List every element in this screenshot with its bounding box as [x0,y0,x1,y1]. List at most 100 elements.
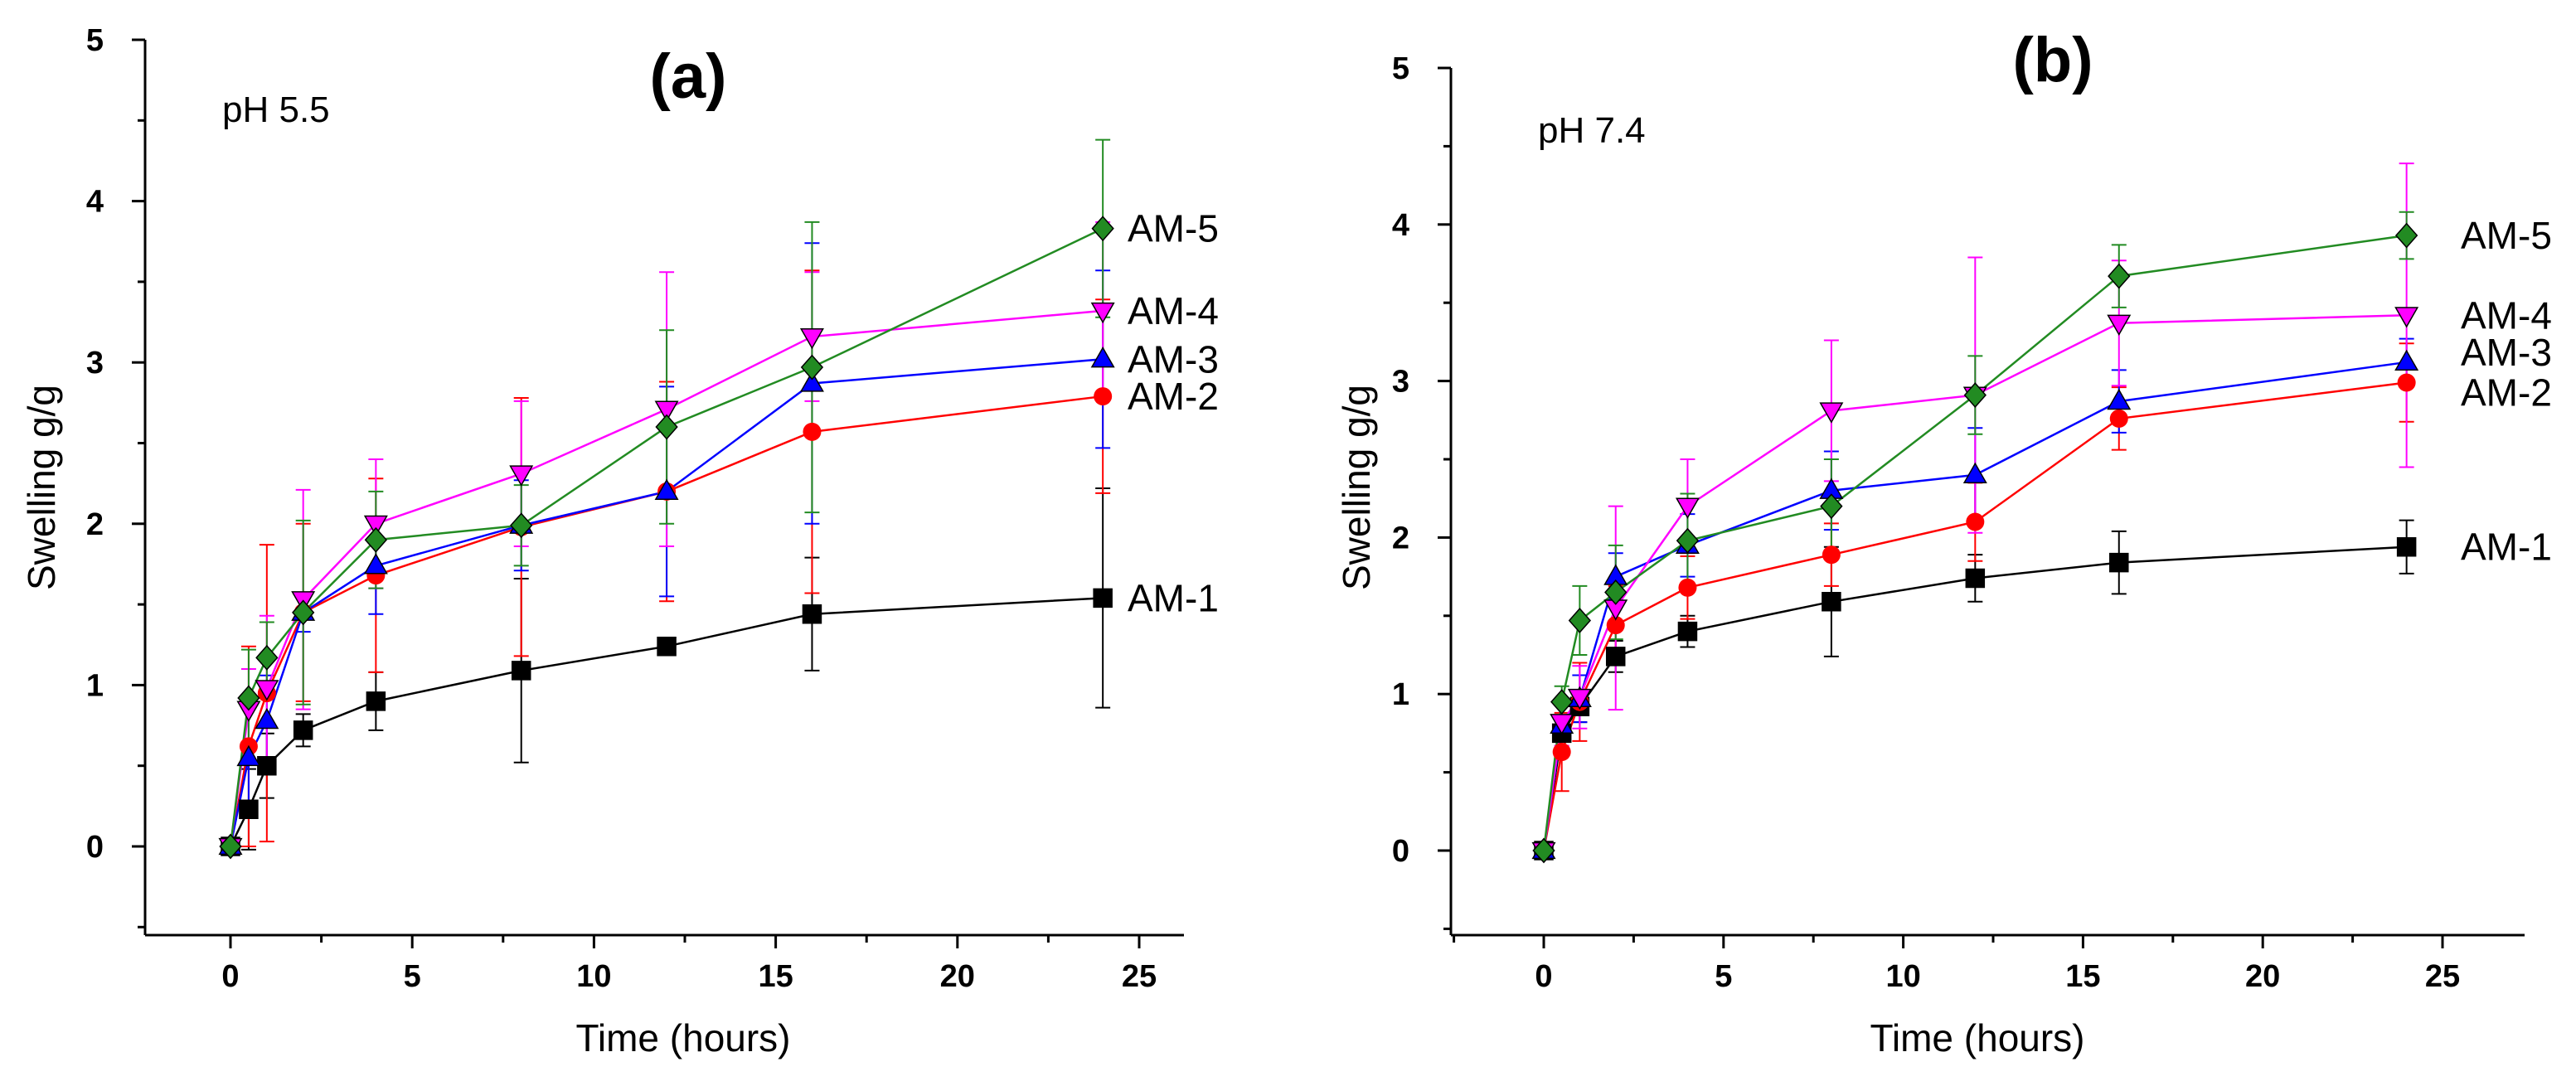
x-tick-label: 10 [576,959,611,994]
series-label: AM-2 [2461,371,2552,414]
y-tick-label: 0 [1392,834,1409,869]
x-tick-label: 10 [1885,959,1920,994]
data-point [257,755,277,776]
data-point [1606,616,1625,635]
data-point [1678,578,1697,597]
data-point [511,661,531,681]
panel-label: (b) [2012,25,2093,95]
data-point [1552,743,1571,762]
data-point [1676,527,1700,554]
data-point [1090,302,1115,324]
data-point [1820,493,1843,520]
panel-label: (a) [650,41,727,112]
data-point [509,465,534,487]
y-tick-label: 3 [1392,365,1409,400]
series-label: AM-2 [1128,375,1219,418]
data-point [1822,545,1841,565]
data-point [654,478,679,500]
data-point [2397,373,2416,392]
chart-panel-a: 0 5 10 15 20 25 0 1 2 3 4 5 AM-1 AM-2AM-3 AM-4 AM-5 (a… [20,23,1219,1059]
series-labels: AM-1 AM-2AM-3 AM-4 AM-5 [1128,207,1219,620]
y-tick-label: 1 [1392,677,1409,712]
x-tick-label: 0 [221,959,239,994]
ph-annotation: pH 7.4 [1538,110,1646,151]
data-point [364,526,388,553]
data-point [2108,263,2131,289]
data-point [799,327,824,350]
x-axis-title: Time (hours) [1870,1016,2085,1059]
data-point [2107,314,2132,337]
data-point [255,644,279,671]
x-tick-label: 0 [1535,959,1552,994]
x-tick-label: 15 [758,959,793,994]
data-point [654,400,679,422]
y-tick-label: 4 [86,185,104,220]
data-point [239,799,259,819]
data-point [2394,307,2419,328]
y-tick-label: 4 [1392,208,1409,243]
data-point [2107,388,2132,410]
x-tick-label: 5 [1715,959,1732,994]
y-tick-label: 5 [86,23,104,58]
data-point [1550,689,1574,715]
data-point [1963,382,1987,409]
y-axis-title: Swelling g/g [1335,385,1378,590]
data-point [1677,621,1698,642]
x-tick-label: 25 [1122,959,1157,994]
data-point [255,680,279,701]
x-tick-label: 25 [2425,959,2460,994]
data-point [1966,512,1985,531]
data-point [1090,347,1115,368]
series-labels: AM-1AM-2AM-3AM-4AM-5 [2461,214,2552,569]
data-point [293,720,313,740]
data-point [803,422,822,441]
y-tick-label: 1 [86,668,104,703]
data-point [1568,608,1592,633]
data-point [1093,588,1113,608]
data-point [510,512,533,539]
data-point [2394,222,2418,249]
series-label: AM-3 [2461,331,2552,374]
y-tick-label: 5 [1392,51,1409,86]
data-point [255,707,279,730]
series-label: AM-4 [1128,289,1219,332]
data-point [799,371,824,392]
series-label: AM-1 [2461,526,2552,569]
series-label: AM-3 [1128,337,1219,381]
data-point [1567,688,1592,710]
data-markers [218,216,1115,860]
series-label: AM-5 [1128,207,1219,250]
series-label: AM-5 [2461,214,2552,257]
data-point [219,833,242,860]
y-tick-label: 2 [1392,521,1409,555]
data-point [237,685,260,711]
data-point [1819,402,1844,424]
y-axis-title: Swelling g/g [20,385,63,590]
data-point [1532,837,1555,864]
x-axis-title: Time (hours) [576,1016,791,1059]
y-tick-label: 2 [86,507,104,542]
data-point [802,604,822,624]
x-tick-label: 5 [404,959,421,994]
data-point [655,414,678,440]
data-point [2394,349,2419,371]
data-point [2109,552,2129,573]
data-markers [1531,222,2419,864]
ph-annotation: pH 5.5 [222,90,330,130]
series-label: AM-1 [1128,576,1219,619]
data-point [236,744,261,767]
data-point [1605,647,1626,667]
axis-ticks: 0 5 10 15 20 25 0 1 2 3 4 5 [86,23,1157,994]
data-point [2396,536,2417,557]
x-tick-label: 15 [2065,959,2100,994]
data-point [1822,592,1841,612]
x-tick-label: 20 [940,959,975,994]
data-point [366,691,386,711]
data-point [363,553,388,575]
data-point [1675,497,1700,519]
x-tick-label: 20 [2245,959,2280,994]
data-point [1091,216,1114,242]
data-point [657,636,677,657]
